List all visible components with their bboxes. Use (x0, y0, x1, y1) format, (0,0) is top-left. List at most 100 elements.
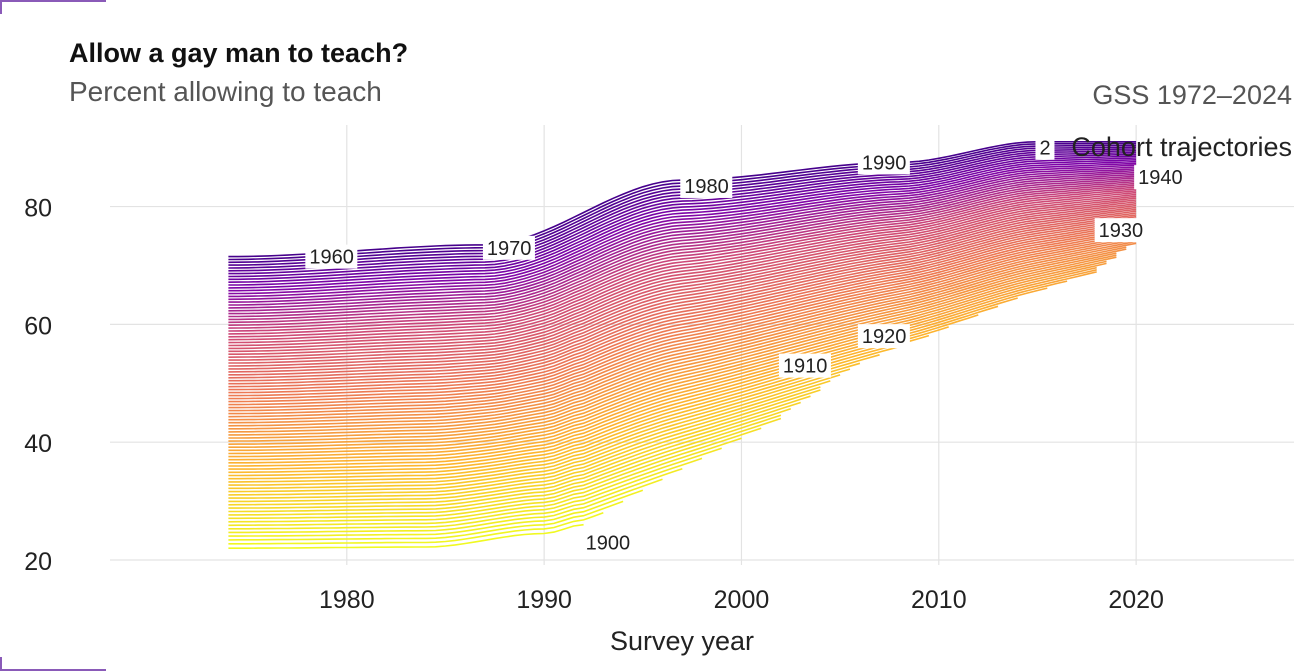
cohort-label-1960: 1960 (305, 244, 358, 269)
cohort-line-1972 (228, 182, 1137, 324)
cohort-label-text: 1900 (586, 532, 631, 554)
cohort-line-1941 (228, 240, 1137, 415)
cohort-label-text: 2 (1039, 138, 1050, 160)
x-tick-label: 1980 (319, 586, 375, 614)
cohort-line-1947 (228, 229, 1137, 397)
cohort-line-1925 (228, 314, 979, 464)
cohort-line-1940 (228, 242, 1137, 418)
cohort-line-1986 (228, 157, 1137, 283)
cohort-line-1921 (228, 354, 880, 477)
cohort-line-1908 (228, 437, 742, 520)
y-tick-label: 40 (24, 430, 52, 458)
cohort-line-1953 (228, 217, 1137, 379)
cohort-line-1910 (228, 417, 782, 513)
cohort-line-1913 (228, 401, 801, 503)
cohort-label-bg (482, 235, 535, 260)
cohort-line-1948 (228, 227, 1137, 394)
cohort-line-1933 (228, 262, 1107, 439)
cohort-line-1973 (228, 180, 1137, 321)
cohort-label-1970: 1970 (482, 235, 535, 260)
cohort-label-text: 1980 (684, 176, 729, 198)
cohort-line-1989 (228, 151, 1137, 275)
cohort-line-1914 (228, 395, 811, 499)
cohort-line-1988 (228, 153, 1137, 278)
cohort-line-1966 (228, 193, 1137, 341)
cohort-line-1932 (228, 266, 1097, 442)
y-tick-label: 60 (24, 312, 52, 340)
cohort-line-1918 (228, 374, 841, 486)
cohort-line-1935 (228, 256, 1117, 433)
cohort-line-1922 (228, 345, 900, 474)
cohort-label-1900: 1900 (581, 530, 634, 555)
cohort-label-2: 2 (1035, 135, 1055, 160)
y-tick-label: 80 (24, 195, 52, 223)
cohort-line-1969 (228, 188, 1137, 332)
cohort-line-1915 (228, 389, 821, 496)
y-tick-label: 20 (24, 548, 52, 576)
cohort-label-bg (1035, 135, 1055, 160)
cohort-label-text: 1930 (1099, 220, 1144, 242)
cohort-line-1954 (228, 215, 1137, 376)
cohort-labels: 1900 1910 1920 1930 1940 1960 1970 1980 1990 2 (305, 135, 1187, 555)
cohort-label-bg (581, 530, 634, 555)
cohort-line-1967 (228, 191, 1137, 338)
cohort-label-1940: 1940 (1134, 165, 1187, 190)
cohort-line-1950 (228, 223, 1137, 388)
cohort-line-1957 (228, 210, 1137, 367)
cohort-line-1937 (228, 252, 1117, 427)
cohort-label-bg (857, 150, 910, 175)
cohort-line-1945 (228, 232, 1137, 403)
cohort-line-1955 (228, 214, 1137, 373)
cohort-line-1903 (228, 489, 644, 537)
cohort-line-1943 (228, 236, 1137, 409)
cohort-label-text: 1990 (862, 152, 907, 174)
corner-bracket-top (0, 0, 106, 14)
cohort-line-1920 (228, 362, 861, 480)
cohort-line-1901 (228, 512, 604, 545)
cohort-line-1985 (228, 159, 1137, 286)
cohort-line-1970 (228, 186, 1137, 329)
cohort-line-1905 (228, 467, 683, 530)
chart-title: Allow a gay man to teach? (69, 38, 409, 68)
cohort-line-1974 (228, 179, 1137, 318)
cohort-line-1951 (228, 221, 1137, 385)
cohort-label-text: 1920 (862, 326, 907, 348)
source-note: GSS 1972–2024 (1092, 80, 1292, 110)
cohort-line-1964 (228, 197, 1137, 347)
cohort-line-1979 (228, 169, 1137, 303)
cohort-line-1962 (228, 201, 1137, 353)
cohort-line-1982 (228, 164, 1137, 295)
cohort-label-bg (680, 173, 733, 198)
cohort-line-1917 (228, 380, 831, 490)
cohort-line-1952 (228, 219, 1137, 382)
cohort-line-1987 (228, 155, 1137, 281)
cohort-line-1975 (228, 177, 1137, 315)
cohort-line-1983 (228, 162, 1137, 292)
cohort-line-1949 (228, 225, 1137, 391)
cohort-line-1965 (228, 195, 1137, 344)
cohort-label-1980: 1980 (680, 173, 733, 198)
cohort-line-1971 (228, 184, 1137, 326)
cohort-line-1931 (228, 269, 1097, 445)
cohort-line-1981 (228, 166, 1137, 298)
cohort-label-text: 1960 (309, 247, 354, 269)
cohort-line-1904 (228, 478, 663, 534)
cohort-label-text: 1910 (783, 356, 828, 378)
cohort-lines (228, 141, 1137, 549)
corner-bracket-bottom (0, 657, 106, 671)
cohort-line-1956 (228, 212, 1137, 370)
cohort-label-1910: 1910 (778, 353, 831, 378)
cohort-line-1919 (228, 368, 851, 483)
cohort-line-1906 (228, 457, 703, 527)
cohort-line-1907 (228, 447, 722, 523)
cohort-line-1934 (228, 260, 1107, 436)
cohort-line-1961 (228, 202, 1137, 355)
x-tick-label: 2010 (911, 586, 967, 614)
cohort-line-1984 (228, 160, 1137, 289)
cohort-line-1978 (228, 171, 1137, 306)
x-tick-label: 2000 (714, 586, 770, 614)
cohort-line-1959 (228, 206, 1137, 361)
cohort-line-1902 (228, 500, 624, 541)
cohort-label-bg (857, 324, 910, 349)
x-tick-label: 1990 (516, 586, 572, 614)
